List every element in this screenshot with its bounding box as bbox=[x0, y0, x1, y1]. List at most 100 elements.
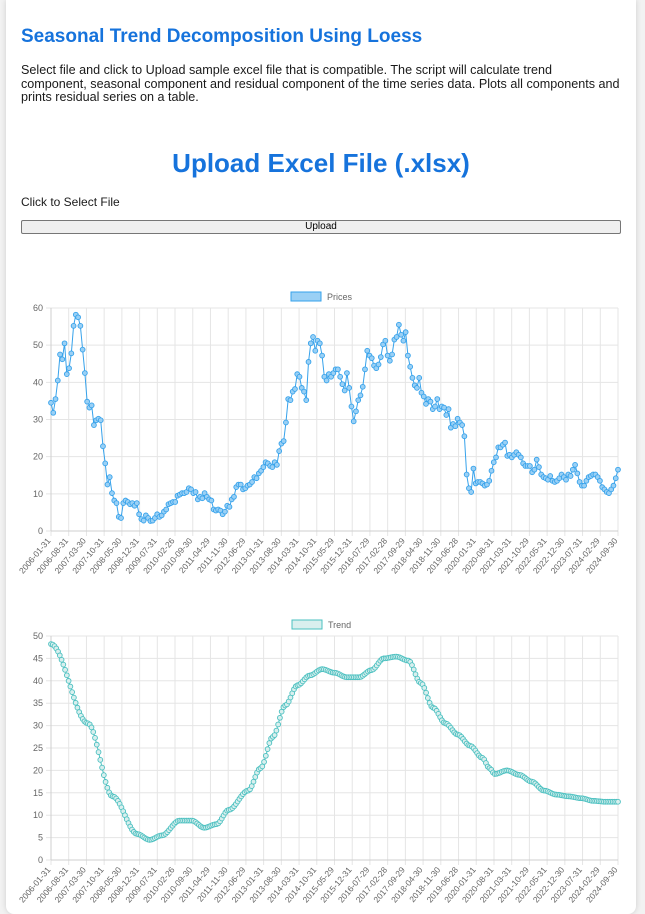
prices-data-point bbox=[461, 433, 468, 440]
trend-data-point bbox=[97, 757, 104, 763]
trend-y-tick-label: 45 bbox=[33, 653, 43, 663]
prices-data-point bbox=[52, 396, 59, 402]
prices-data-point bbox=[567, 473, 574, 479]
prices-data-point bbox=[283, 419, 289, 426]
trend-y-tick-label: 15 bbox=[33, 788, 43, 798]
prices-data-point bbox=[536, 464, 542, 470]
prices-data-point bbox=[490, 459, 497, 466]
prices-legend-label: Prices bbox=[327, 292, 353, 302]
prices-data-point bbox=[222, 508, 228, 515]
trend-data-point bbox=[421, 685, 428, 691]
prices-data-point bbox=[563, 476, 569, 483]
prices-data-point bbox=[407, 363, 414, 370]
prices-data-point bbox=[432, 403, 438, 410]
prices-data-point bbox=[364, 347, 371, 354]
prices-data-point bbox=[502, 439, 508, 446]
prices-data-point bbox=[280, 438, 287, 444]
prices-data-point bbox=[409, 375, 416, 381]
prices-data-point bbox=[292, 386, 298, 392]
prices-legend-swatch bbox=[290, 291, 322, 302]
trend-data-point bbox=[88, 724, 95, 731]
prices-data-point bbox=[172, 499, 179, 505]
page-title: Seasonal Trend Decomposition Using Loess bbox=[21, 26, 423, 47]
prices-data-point bbox=[396, 321, 402, 328]
prices-data-point bbox=[486, 477, 493, 484]
prices-data-point bbox=[341, 387, 348, 394]
prices-data-point bbox=[348, 403, 355, 410]
prices-data-point bbox=[405, 352, 411, 359]
trend-y-tick-label: 0 bbox=[38, 855, 43, 865]
prices-data-point bbox=[237, 481, 244, 488]
prices-data-point bbox=[382, 337, 389, 344]
trend-y-tick-label: 10 bbox=[33, 810, 43, 820]
trend-data-point bbox=[264, 746, 271, 753]
prices-data-point bbox=[269, 464, 276, 470]
trend-gridlines bbox=[46, 635, 619, 865]
prices-data-point bbox=[362, 366, 368, 373]
select-file-input[interactable]: Click to Select File bbox=[21, 195, 120, 209]
trend-data-point bbox=[92, 734, 98, 741]
prices-data-point bbox=[337, 373, 344, 380]
trend-data-point bbox=[423, 689, 429, 696]
prices-data-point bbox=[581, 482, 587, 489]
prices-data-point bbox=[48, 399, 54, 406]
trend-data-point bbox=[275, 721, 282, 728]
prices-data-point bbox=[470, 465, 477, 472]
prices-data-point bbox=[140, 517, 147, 524]
prices-data-point bbox=[420, 393, 427, 400]
trend-data-point bbox=[410, 666, 417, 673]
prices-data-point bbox=[70, 322, 77, 329]
prices-data-point bbox=[303, 397, 310, 404]
trend-data-point bbox=[58, 656, 65, 663]
prices-data-point bbox=[402, 329, 409, 336]
prices-data-point bbox=[393, 334, 400, 340]
trend-y-tick-label: 35 bbox=[33, 698, 43, 708]
prices-y-tick-label: 60 bbox=[33, 303, 43, 313]
prices-data-point bbox=[231, 493, 237, 500]
trend-data-point bbox=[72, 699, 79, 706]
trend-data-point bbox=[262, 752, 269, 759]
prices-data-point bbox=[377, 354, 384, 360]
prices-data-point bbox=[274, 461, 280, 468]
prices-data-point bbox=[427, 398, 434, 405]
prices-data-point bbox=[249, 479, 255, 485]
trend-data-point bbox=[615, 798, 621, 805]
prices-data-point bbox=[344, 370, 350, 376]
trend-data-point bbox=[95, 749, 102, 755]
prices-data-point bbox=[276, 448, 283, 454]
trend-chart: Trend 0 5 10 15 20 25 30 35 40 45 50 2006-01-31 2006-… bbox=[6, 615, 636, 914]
trend-data-point bbox=[261, 759, 267, 765]
prices-data-point bbox=[75, 314, 81, 321]
prices-data-point bbox=[118, 515, 124, 521]
prices-data-point bbox=[312, 347, 319, 354]
prices-data-point bbox=[339, 381, 346, 388]
prices-data-point bbox=[386, 357, 393, 364]
prices-data-point bbox=[368, 355, 375, 362]
prices-data-point bbox=[527, 463, 533, 469]
prices-data-point bbox=[423, 401, 429, 407]
prices-data-point bbox=[572, 461, 578, 468]
prices-data-point bbox=[82, 370, 88, 376]
trend-y-tick-label: 50 bbox=[33, 631, 43, 641]
prices-data-point bbox=[260, 464, 267, 470]
prices-data-point bbox=[384, 352, 391, 359]
prices-data-point bbox=[569, 466, 576, 473]
prices-data-point bbox=[305, 359, 312, 365]
prices-y-tick-label: 0 bbox=[38, 526, 43, 536]
prices-data-point bbox=[574, 470, 581, 477]
prices-data-point bbox=[518, 454, 524, 461]
trend-legend: Trend bbox=[291, 619, 351, 630]
prices-data-point bbox=[91, 422, 97, 428]
trend-data-point bbox=[277, 714, 283, 721]
trend-data-point bbox=[69, 689, 75, 695]
upload-button[interactable]: Upload bbox=[21, 220, 621, 234]
prices-data-point bbox=[359, 383, 366, 390]
prices-data-point bbox=[493, 454, 499, 461]
trend-data-point bbox=[250, 778, 257, 785]
prices-data-point bbox=[414, 385, 420, 391]
prices-y-tick-label: 50 bbox=[33, 340, 43, 350]
prices-data-point bbox=[443, 412, 450, 418]
prices-data-point bbox=[50, 409, 57, 416]
prices-y-tick-label: 10 bbox=[33, 489, 43, 499]
trend-data-point bbox=[93, 741, 100, 748]
